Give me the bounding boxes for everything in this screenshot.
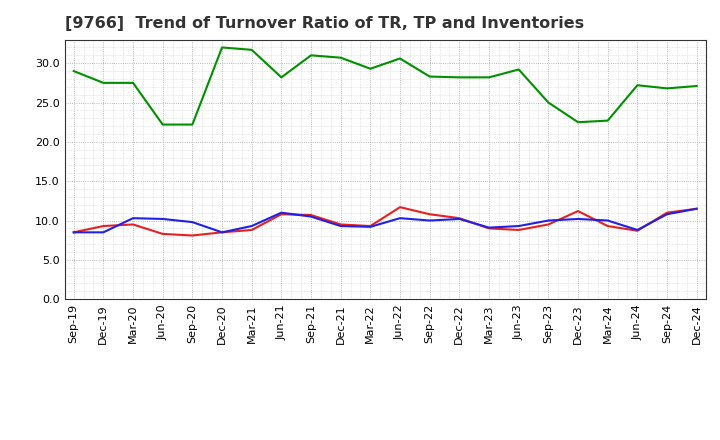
Trade Payables xyxy=(248,224,256,229)
Trade Receivables xyxy=(336,222,345,227)
Trade Payables xyxy=(485,225,493,230)
Text: [9766]  Trend of Turnover Ratio of TR, TP and Inventories: [9766] Trend of Turnover Ratio of TR, TP… xyxy=(65,16,584,32)
Trade Payables xyxy=(307,214,315,219)
Inventories xyxy=(426,74,434,79)
Inventories xyxy=(693,83,701,88)
Trade Receivables xyxy=(248,227,256,233)
Inventories xyxy=(455,75,464,80)
Trade Payables xyxy=(455,216,464,222)
Trade Payables xyxy=(514,224,523,229)
Trade Payables xyxy=(633,227,642,233)
Trade Receivables xyxy=(366,224,374,229)
Trade Payables xyxy=(366,224,374,230)
Inventories xyxy=(248,47,256,52)
Trade Receivables xyxy=(603,224,612,229)
Trade Receivables xyxy=(99,224,108,229)
Trade Payables xyxy=(188,220,197,225)
Trade Receivables xyxy=(277,212,286,217)
Inventories xyxy=(188,122,197,127)
Inventories xyxy=(69,69,78,74)
Trade Payables xyxy=(662,212,671,217)
Trade Receivables xyxy=(544,222,553,227)
Trade Payables xyxy=(426,218,434,223)
Inventories xyxy=(307,53,315,58)
Inventories xyxy=(217,45,226,50)
Inventories xyxy=(336,55,345,60)
Inventories xyxy=(396,56,405,61)
Trade Payables xyxy=(574,216,582,222)
Trade Receivables xyxy=(69,230,78,235)
Trade Payables xyxy=(158,216,167,222)
Trade Receivables xyxy=(188,233,197,238)
Inventories xyxy=(544,100,553,105)
Trade Payables xyxy=(603,218,612,223)
Trade Payables xyxy=(544,218,553,223)
Inventories xyxy=(662,86,671,91)
Line: Trade Receivables: Trade Receivables xyxy=(73,207,697,235)
Inventories xyxy=(99,80,108,85)
Trade Receivables xyxy=(307,213,315,218)
Inventories xyxy=(574,120,582,125)
Trade Receivables xyxy=(129,222,138,227)
Inventories xyxy=(485,75,493,80)
Trade Payables xyxy=(129,216,138,221)
Inventories xyxy=(603,118,612,123)
Inventories xyxy=(277,75,286,80)
Inventories xyxy=(366,66,374,71)
Line: Trade Payables: Trade Payables xyxy=(73,209,697,232)
Trade Receivables xyxy=(455,216,464,221)
Trade Receivables xyxy=(574,209,582,214)
Inventories xyxy=(514,67,523,72)
Inventories xyxy=(158,122,167,127)
Trade Receivables xyxy=(158,231,167,237)
Trade Payables xyxy=(217,230,226,235)
Trade Payables xyxy=(277,210,286,215)
Trade Payables xyxy=(396,216,405,221)
Line: Inventories: Inventories xyxy=(73,48,697,125)
Trade Receivables xyxy=(396,205,405,210)
Inventories xyxy=(633,83,642,88)
Trade Receivables xyxy=(633,228,642,233)
Trade Receivables xyxy=(693,206,701,211)
Trade Receivables xyxy=(217,230,226,235)
Inventories xyxy=(129,80,138,85)
Trade Payables xyxy=(99,230,108,235)
Trade Receivables xyxy=(426,212,434,217)
Trade Receivables xyxy=(662,210,671,215)
Trade Payables xyxy=(336,224,345,229)
Trade Payables xyxy=(69,230,78,235)
Trade Payables xyxy=(693,206,701,211)
Trade Receivables xyxy=(514,227,523,233)
Trade Receivables xyxy=(485,226,493,231)
